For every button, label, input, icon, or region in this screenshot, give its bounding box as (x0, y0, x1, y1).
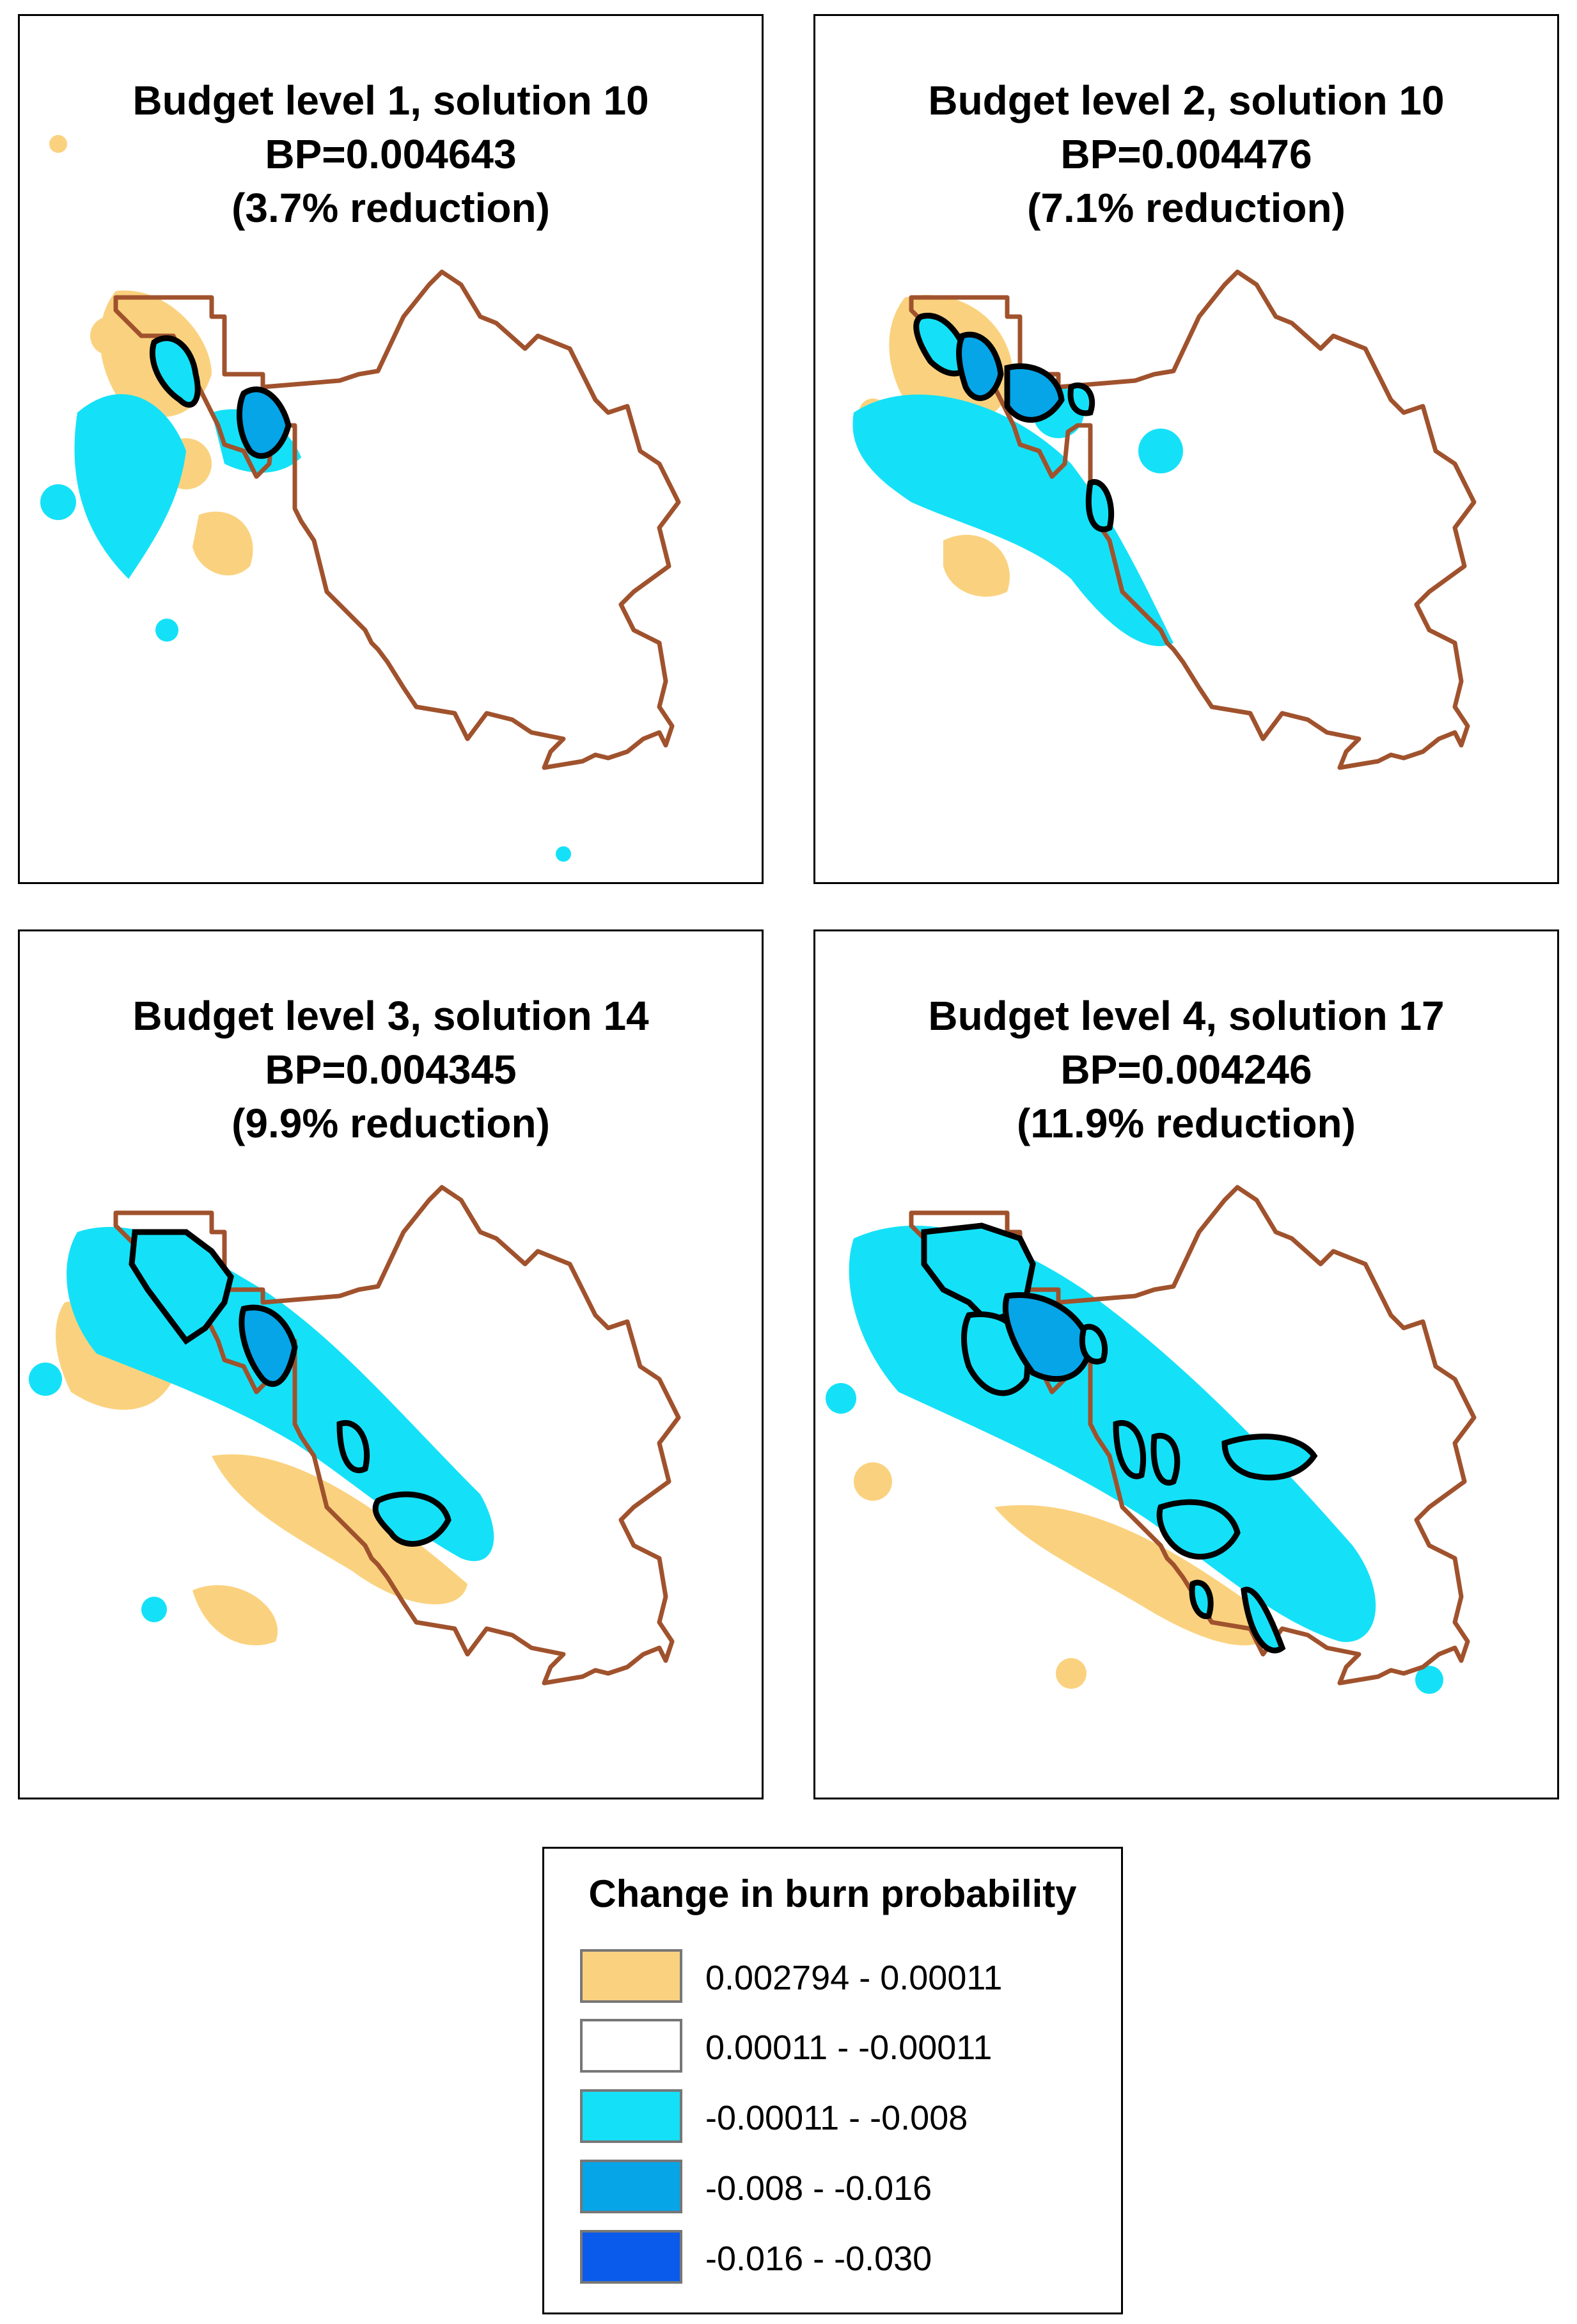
map-panel-1: Budget level 1, solution 10 BP=0.004643 … (18, 14, 764, 884)
panel-reduction: (9.9% reduction) (231, 1100, 550, 1146)
legend-label: -0.016 - -0.030 (705, 2240, 932, 2278)
legend-swatch (580, 2160, 682, 2213)
legend-label: -0.008 - -0.016 (705, 2169, 932, 2208)
burn-probability-map-3 (29, 931, 764, 1799)
legend-title: Change in burn probability (588, 1872, 1077, 1915)
legend-swatch (580, 2019, 682, 2073)
panel-bp: BP=0.004643 (265, 131, 517, 177)
treatment-units (149, 335, 292, 459)
panel-reduction: (3.7% reduction) (231, 185, 550, 231)
panel-heading: Budget level 1, solution 10 (132, 77, 649, 123)
legend-swatch (580, 2230, 682, 2284)
treatment-units (913, 313, 1115, 532)
panel-bp: BP=0.004246 (1060, 1047, 1312, 1093)
map-panel-4: Budget level 4, solution 17 BP=0.004246 … (813, 929, 1559, 1799)
burn-probability-map-2 (852, 16, 1559, 884)
legend-label: 0.00011 - -0.00011 (705, 2028, 992, 2067)
panel-title-1: Budget level 1, solution 10 BP=0.004643 … (20, 74, 762, 235)
panel-bp: BP=0.004476 (1060, 131, 1312, 177)
panel-title-4: Budget level 4, solution 17 BP=0.004246 … (815, 989, 1557, 1150)
map-panel-2: Budget level 2, solution 10 BP=0.004476 … (813, 14, 1559, 884)
panel-reduction: (7.1% reduction) (1027, 185, 1346, 231)
map-legend: Change in burn probability 0.002794 - 0.… (542, 1847, 1123, 2314)
treatment-units (921, 1222, 1318, 1654)
decrease-zones (40, 394, 571, 862)
panel-title-3: Budget level 3, solution 14 BP=0.004345 … (20, 989, 762, 1150)
panel-heading: Budget level 3, solution 14 (132, 993, 649, 1039)
legend-swatch (580, 2089, 682, 2143)
panel-title-2: Budget level 2, solution 10 BP=0.004476 … (815, 74, 1557, 235)
map-panel-3: Budget level 3, solution 14 BP=0.004345 … (18, 929, 764, 1799)
panel-reduction: (11.9% reduction) (1017, 1100, 1356, 1146)
panel-heading: Budget level 2, solution 10 (928, 77, 1445, 123)
legend-label: 0.002794 - 0.00011 (705, 1959, 1003, 1997)
burn-probability-map-4 (826, 931, 1559, 1694)
decrease-zones (852, 387, 1183, 647)
panel-heading: Budget level 4, solution 17 (928, 993, 1445, 1039)
legend-swatch (580, 1949, 682, 2003)
treatment-units (129, 1229, 451, 1547)
burn-probability-map-1 (40, 135, 764, 862)
panel-bp: BP=0.004345 (265, 1047, 517, 1093)
legend-label: -0.00011 - -0.008 (705, 2099, 968, 2137)
